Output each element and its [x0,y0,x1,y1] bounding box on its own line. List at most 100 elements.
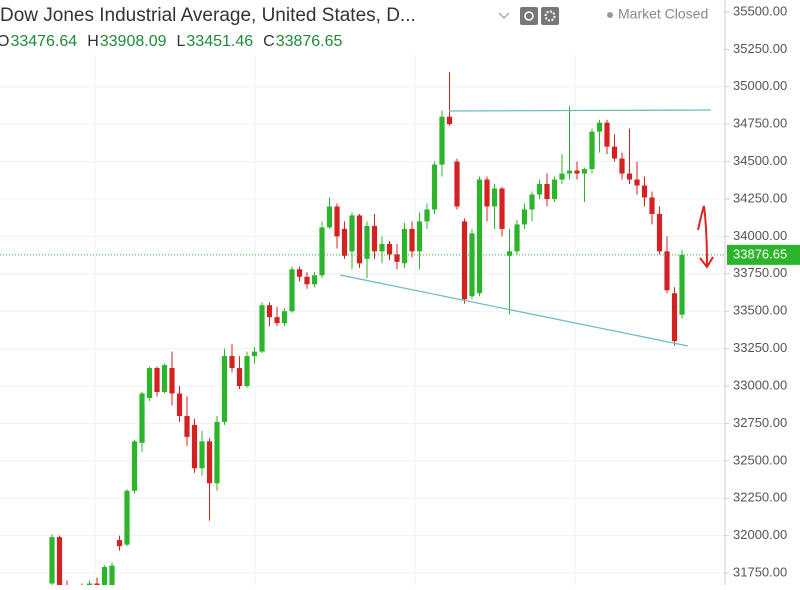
candle-body [596,122,603,132]
candle-body [536,184,543,195]
y-tick-label: 33000.00 [733,377,787,392]
candle-body [341,228,348,256]
candle-body [139,393,145,443]
candle-body [266,305,273,318]
y-tick-label: 32250.00 [733,490,787,505]
candle-body [169,368,175,394]
candle-body [514,224,520,252]
candle-body [634,179,640,186]
candle-body [394,254,400,262]
candle-body [424,209,430,222]
candle-body [649,197,655,214]
candle-body [56,537,63,585]
plot-area [0,71,725,585]
candle-body [581,169,588,174]
candle-body [401,228,408,264]
candle-body [311,275,318,285]
candle-body [296,269,303,277]
status-dot [607,12,613,18]
grid [0,0,725,585]
dropdown-icon[interactable] [498,12,510,20]
ohlc-value: 33908.09 [100,33,167,50]
candle-body [281,311,288,324]
candle-body [491,188,498,207]
eye-icon-glyph [524,11,534,21]
candle-body [626,173,633,180]
y-tick-label: 34250.00 [733,190,787,205]
eye-icon[interactable] [520,7,538,25]
candle-body [131,441,138,491]
candle-body [334,206,340,237]
candle-body [379,243,385,252]
settings-icon[interactable] [541,7,559,25]
arrow [697,205,714,269]
header-bg [0,0,722,54]
candle-body [86,583,93,585]
candle-body [559,173,565,180]
header: Dow Jones Industrial Average, United Sta… [0,0,722,54]
ohlc-value: 33876.65 [276,33,343,50]
y-tick-label: 34750.00 [733,116,787,131]
ohlc: O 33476.64 H 33908.09 L 33451.46 C 33876.65 [0,33,343,50]
trend-line [448,109,712,112]
ohlc-label: O [0,33,9,50]
candle-body [349,215,355,252]
y-axis-labels: 31750.00 32000.00 32250.00 32500.00 32750.00… [725,3,800,579]
ohlc-value: 33451.46 [186,33,253,50]
candle-body [386,243,393,255]
candle-body [154,368,160,392]
y-tick-label: 33750.00 [733,265,787,280]
candle-body [289,269,295,312]
candle-body [236,368,243,387]
candle-body [259,305,265,352]
candle-body [229,356,235,369]
candle-body [371,225,378,252]
y-tick-label: 35000.00 [733,78,787,93]
candle-body [109,565,115,585]
trend-line [339,274,689,347]
candle-body [551,179,558,199]
last-price-box [727,244,800,265]
candle-body [184,415,190,437]
candle-body [544,184,550,199]
candle-body [484,179,490,207]
candle-body [521,209,528,225]
y-tick-label: 35250.00 [733,41,787,56]
candle-body [221,356,228,422]
candle-body [326,206,333,228]
candle-body [199,441,205,469]
candle-body [469,233,475,297]
candle-body [641,185,648,198]
candle-body [439,116,445,165]
candle-body [94,583,100,585]
candle-body [251,351,258,357]
y-tick-label: 33250.00 [733,340,787,355]
ohlc-value: 33476.64 [10,33,77,50]
candle-body [319,227,325,276]
candle-body [416,221,423,252]
y-tick-label: 34000.00 [733,228,787,243]
candle-body [499,188,505,229]
annotations [339,109,714,347]
candle-body [49,537,55,584]
candle-body [431,164,438,210]
last-price-label: 33876.65 [733,246,787,261]
candle-body [446,116,453,125]
ohlc-label: H [87,33,99,50]
settings-icon-glyph [544,10,556,22]
candle-body [409,228,415,252]
candle-body [476,179,483,294]
candle-body [146,368,153,398]
candle-body [364,225,370,259]
candle-body [664,251,670,291]
candle-body [161,365,168,392]
candle-body [656,213,663,252]
candle-body [116,540,123,547]
y-tick-label: 34500.00 [733,153,787,168]
ohlc-label: C [263,33,275,50]
y-tick-label: 32500.00 [733,452,787,467]
candle-body [304,276,310,285]
chart-title: Dow Jones Industrial Average, United Sta… [0,5,416,26]
candle-body [461,221,468,300]
